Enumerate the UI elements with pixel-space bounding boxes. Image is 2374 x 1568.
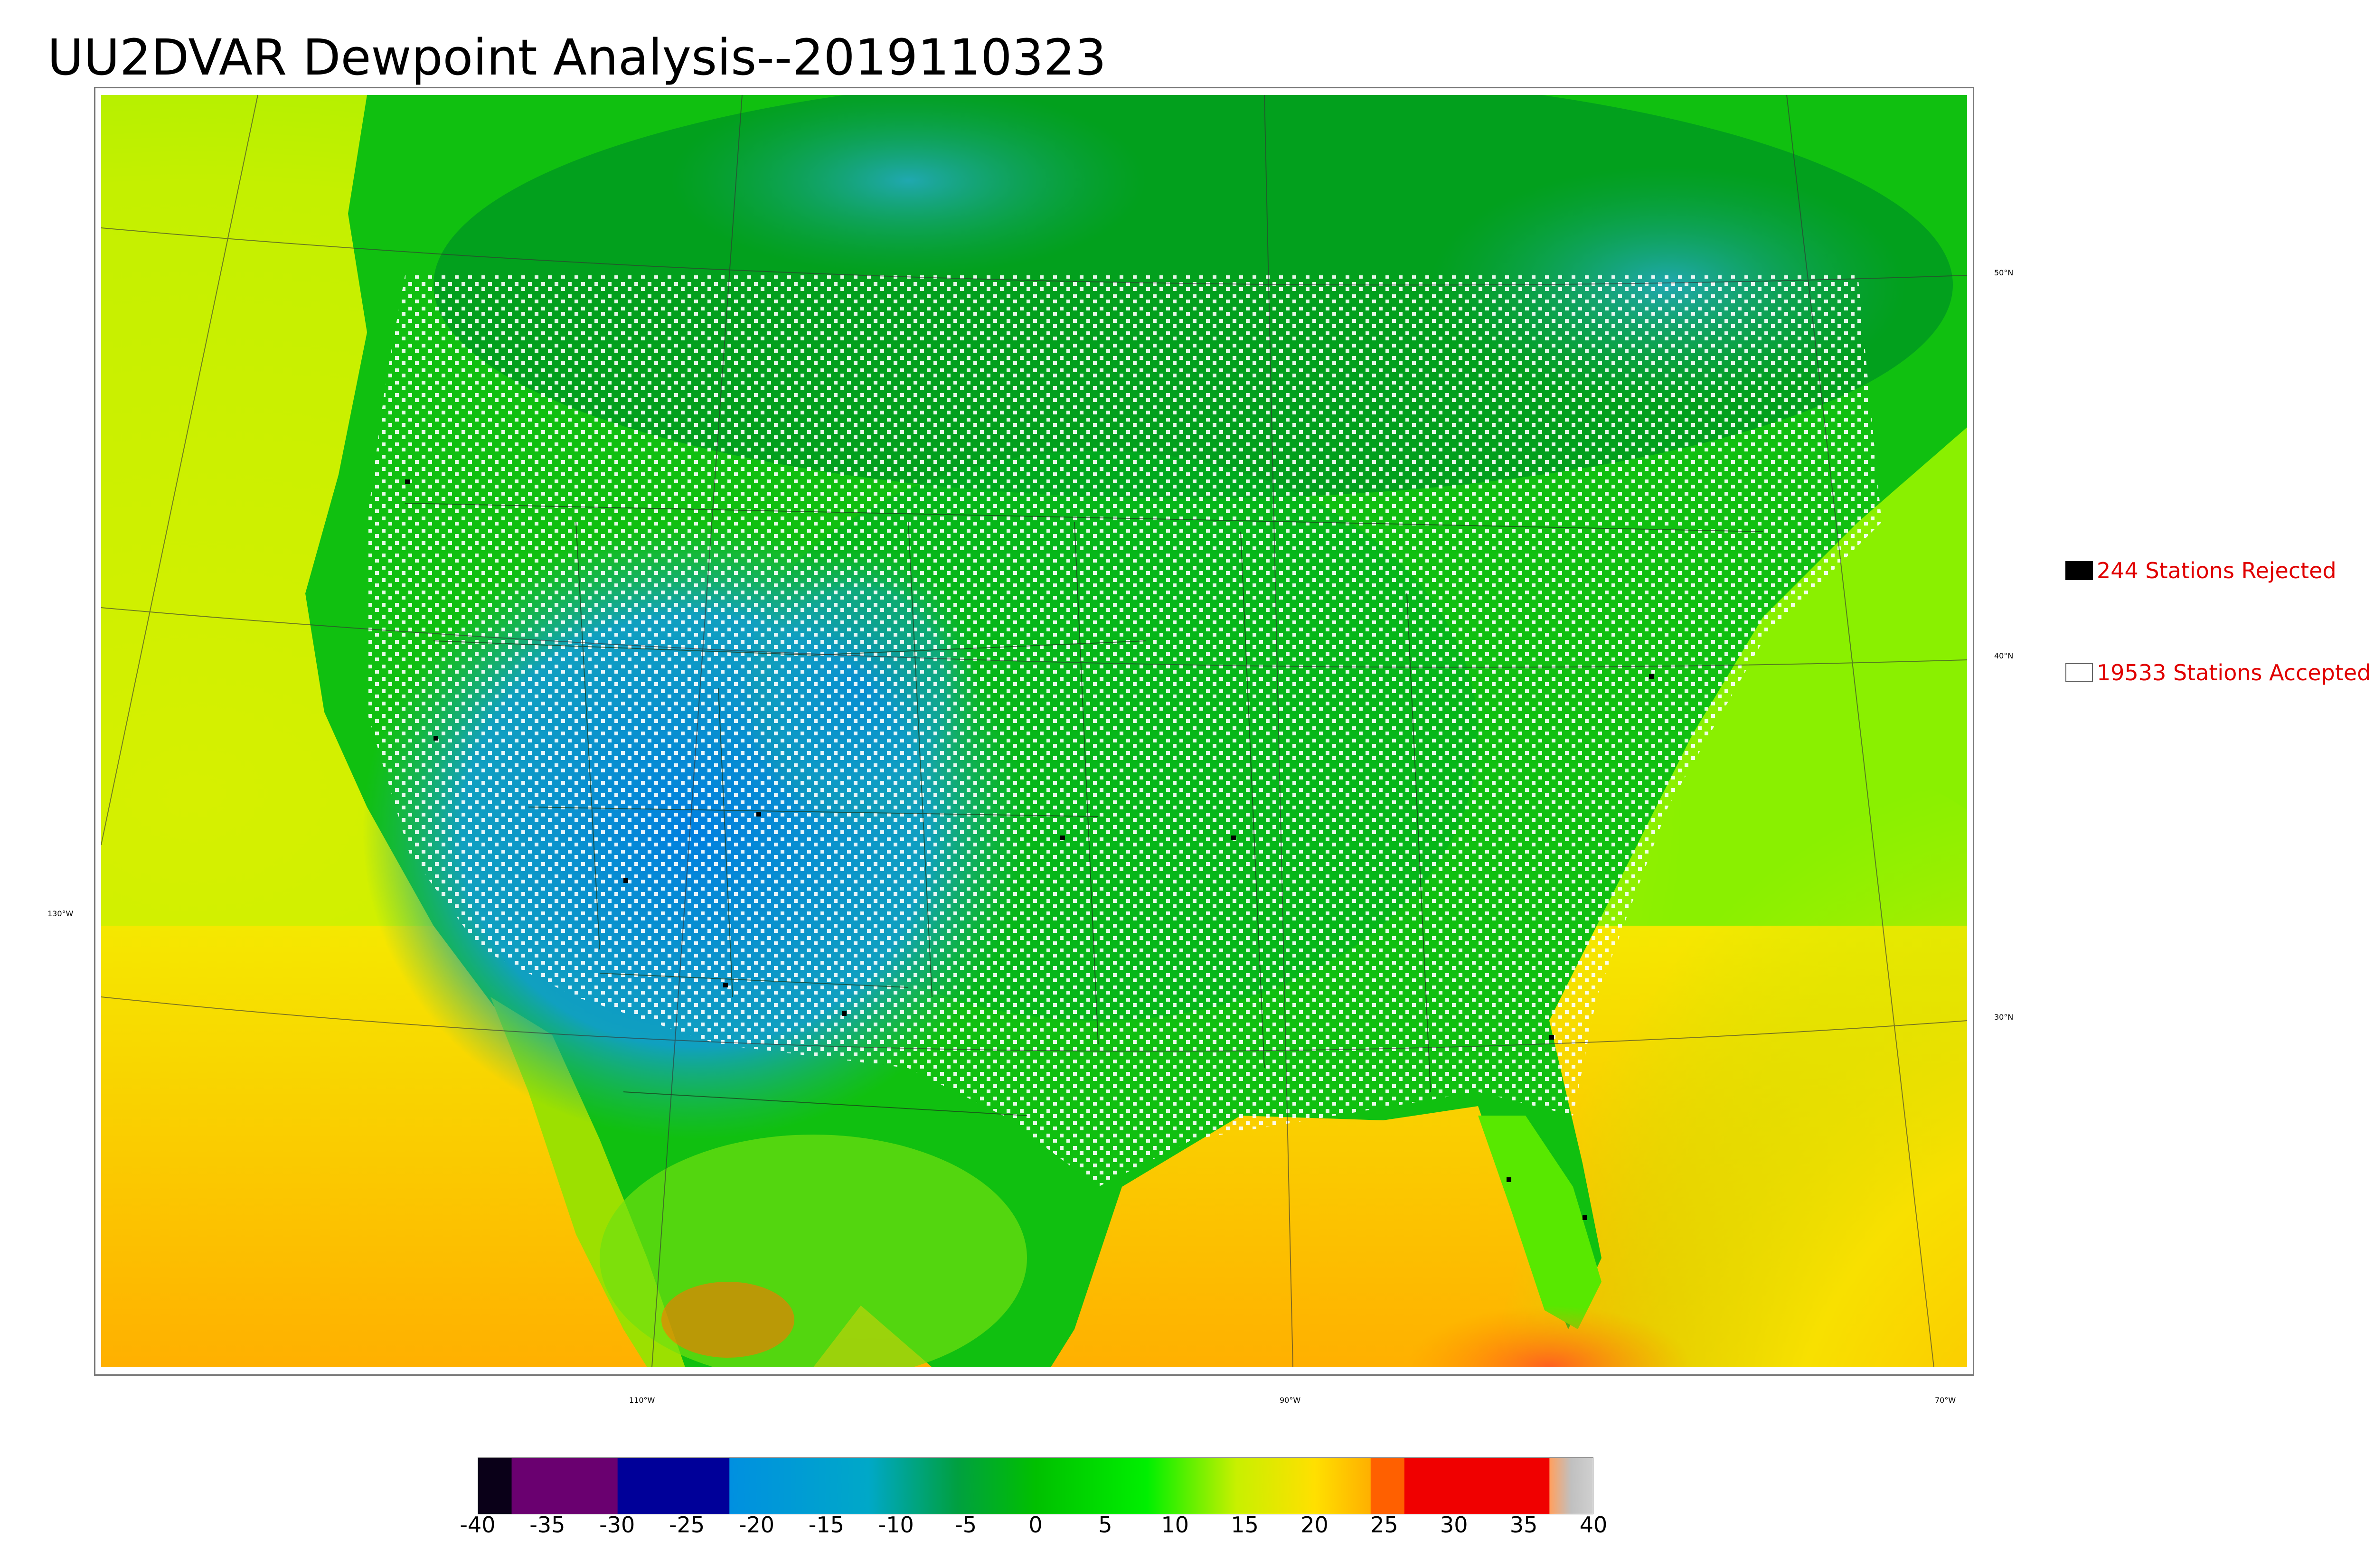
colorbar-tick-label: 25	[1370, 1512, 1398, 1538]
latitude-label-30: 30°N	[1994, 1013, 2014, 1022]
colorbar-tick-label: 40	[1579, 1512, 1608, 1538]
colorbar-tick-label: 10	[1161, 1512, 1189, 1538]
accepted-label: 19533 Stations Accepted	[2097, 660, 2371, 685]
colorbar-tick-label: 15	[1231, 1512, 1259, 1538]
florida-peninsula	[1478, 1116, 1602, 1329]
dewpoint-map	[101, 95, 1967, 1367]
rejected-swatch	[2065, 561, 2093, 580]
graticule-lines	[101, 95, 1967, 1367]
colorbar-tick-label: -20	[738, 1512, 775, 1538]
colorbar-tick-label: -40	[460, 1512, 496, 1538]
northern-dry	[671, 95, 1146, 275]
legend-rejected: 244 Stations Rejected	[2065, 558, 2336, 583]
colorbar-tick-label: -5	[955, 1512, 977, 1538]
political-borders	[405, 503, 1763, 1116]
colorbar-tick-label: 20	[1300, 1512, 1328, 1538]
colorbar-tick-label: -35	[529, 1512, 565, 1538]
latitude-label-50: 50°N	[1994, 268, 2014, 277]
colorbar-tick-label: -15	[808, 1512, 844, 1538]
colorbar-tick-label: -10	[878, 1512, 914, 1538]
gulf-california-warm	[661, 1282, 794, 1358]
rejected-stations	[405, 479, 1654, 1220]
colorbar-tick-label: 30	[1440, 1512, 1468, 1538]
longitude-label-90: 90°W	[1280, 1396, 1301, 1405]
legend-accepted: 19533 Stations Accepted	[2065, 660, 2371, 685]
colorbar-tick-label: 5	[1098, 1512, 1112, 1538]
accepted-swatch	[2065, 663, 2093, 682]
colorbar-fill	[478, 1457, 1593, 1514]
longitude-label-130: 130°W	[47, 909, 74, 918]
map-frame	[94, 87, 1974, 1376]
colorbar-tick-label: 35	[1509, 1512, 1538, 1538]
colorbar-tick-label: 0	[1028, 1512, 1043, 1538]
cuba-warm	[1407, 1305, 1692, 1367]
longitude-label-110: 110°W	[629, 1396, 655, 1405]
longitude-label-70: 70°W	[1935, 1396, 1956, 1405]
map-title: UU2DVAR Dewpoint Analysis--2019110323	[47, 28, 1106, 86]
rejected-label: 244 Stations Rejected	[2097, 558, 2336, 583]
dewpoint-colorbar	[478, 1457, 1593, 1514]
latitude-label-40: 40°N	[1994, 651, 2014, 660]
colorbar-tick-label: -30	[599, 1512, 635, 1538]
accepted-stations	[367, 275, 1882, 1187]
colorbar-tick-label: -25	[669, 1512, 705, 1538]
